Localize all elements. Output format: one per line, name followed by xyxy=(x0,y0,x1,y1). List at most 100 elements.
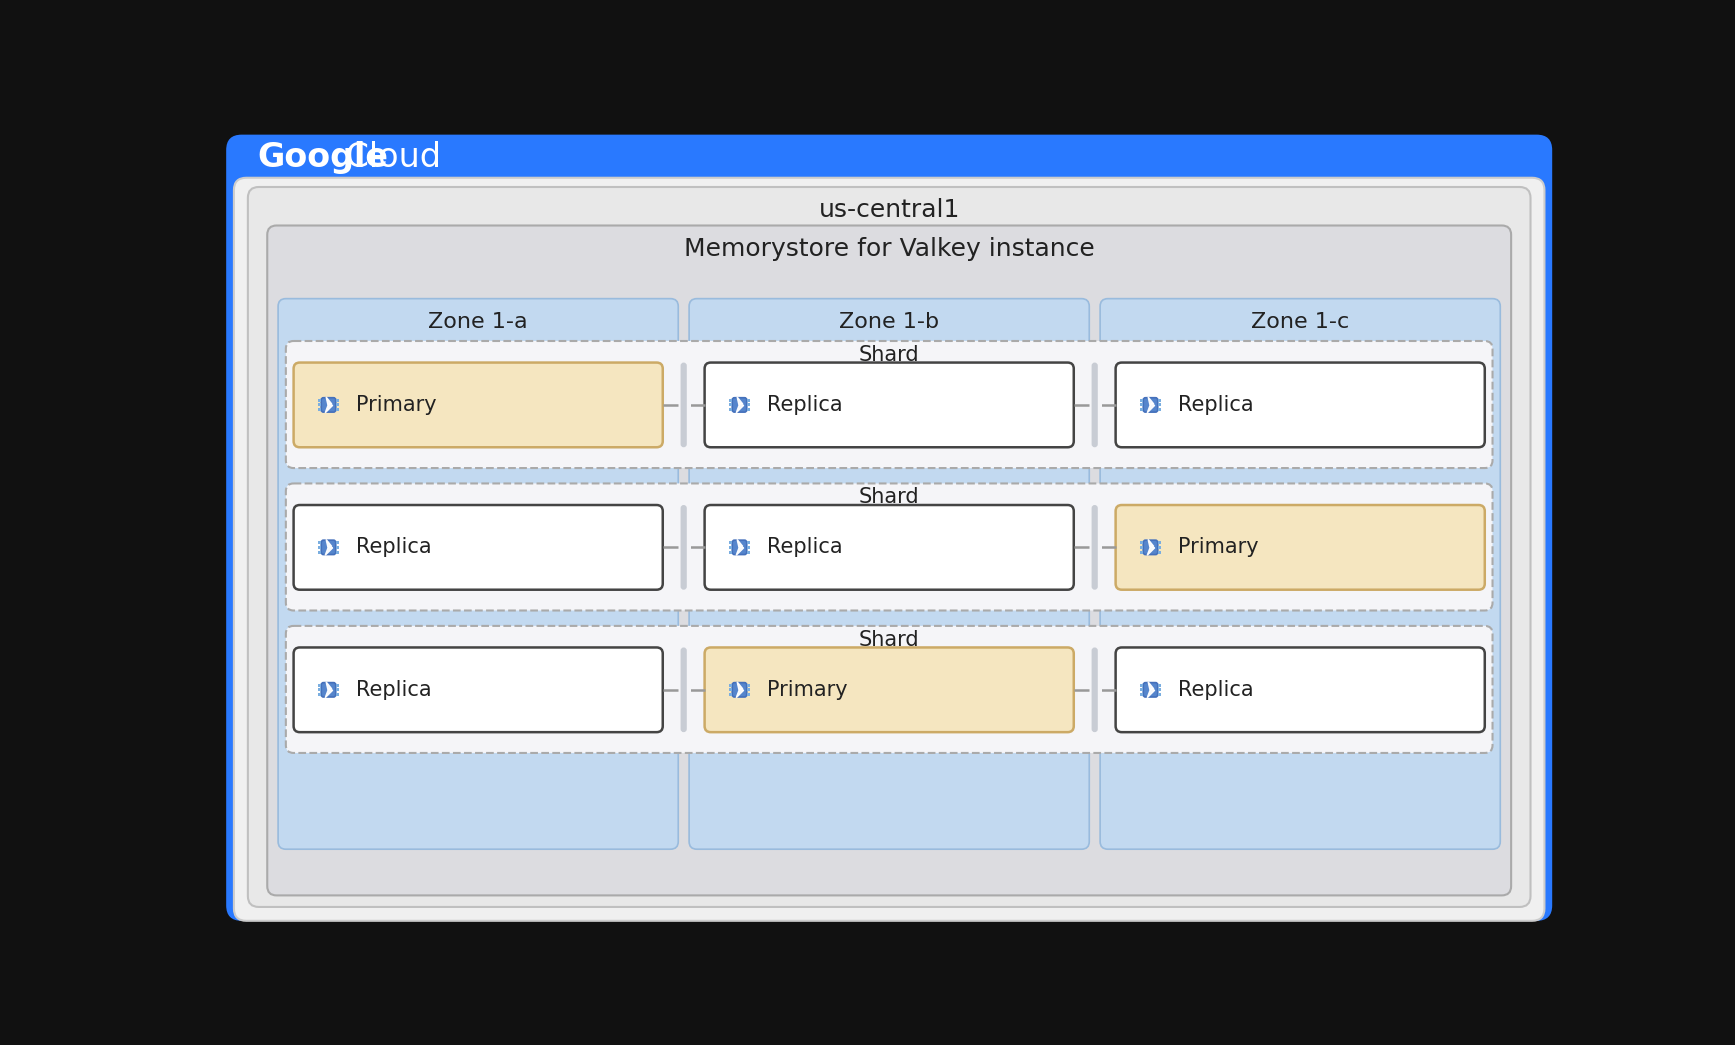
Bar xyxy=(1157,403,1161,407)
FancyBboxPatch shape xyxy=(293,648,663,733)
FancyBboxPatch shape xyxy=(278,299,678,850)
Bar xyxy=(1140,403,1143,407)
FancyBboxPatch shape xyxy=(286,341,1492,468)
Text: Shard: Shard xyxy=(859,630,920,650)
Bar xyxy=(318,409,321,411)
Bar xyxy=(1157,683,1161,687)
Bar xyxy=(1157,398,1161,401)
FancyBboxPatch shape xyxy=(1091,363,1098,447)
FancyBboxPatch shape xyxy=(1143,398,1157,412)
Bar xyxy=(335,683,338,687)
FancyBboxPatch shape xyxy=(226,135,1553,921)
Bar xyxy=(746,693,750,696)
Bar xyxy=(1140,551,1143,554)
Bar xyxy=(335,693,338,696)
FancyBboxPatch shape xyxy=(1116,363,1485,447)
FancyBboxPatch shape xyxy=(1091,648,1098,733)
Text: Zone 1-a: Zone 1-a xyxy=(429,311,527,331)
Polygon shape xyxy=(736,682,744,698)
Text: Shard: Shard xyxy=(859,487,920,507)
FancyBboxPatch shape xyxy=(293,505,663,589)
FancyBboxPatch shape xyxy=(704,648,1074,733)
FancyBboxPatch shape xyxy=(732,540,746,555)
Bar xyxy=(1157,541,1161,544)
FancyBboxPatch shape xyxy=(248,187,1530,907)
Bar xyxy=(746,683,750,687)
Polygon shape xyxy=(324,539,333,555)
Bar xyxy=(729,398,732,401)
Polygon shape xyxy=(736,397,744,413)
FancyBboxPatch shape xyxy=(680,648,687,733)
Bar xyxy=(746,403,750,407)
Bar xyxy=(335,403,338,407)
Bar xyxy=(1140,693,1143,696)
FancyBboxPatch shape xyxy=(732,398,746,412)
Text: Primary: Primary xyxy=(767,680,848,700)
Bar xyxy=(729,683,732,687)
Bar xyxy=(318,551,321,554)
Bar xyxy=(1140,398,1143,401)
FancyBboxPatch shape xyxy=(321,540,335,555)
FancyBboxPatch shape xyxy=(689,299,1090,850)
Bar xyxy=(1157,545,1161,549)
Text: Cloud: Cloud xyxy=(335,141,441,175)
Bar xyxy=(746,545,750,549)
Text: Replica: Replica xyxy=(356,680,432,700)
Text: Google: Google xyxy=(257,141,389,175)
Bar xyxy=(318,541,321,544)
Bar xyxy=(1140,545,1143,549)
Bar xyxy=(746,409,750,411)
FancyBboxPatch shape xyxy=(1143,540,1157,555)
Polygon shape xyxy=(1147,397,1156,413)
FancyBboxPatch shape xyxy=(293,363,663,447)
Bar xyxy=(729,409,732,411)
Bar xyxy=(335,551,338,554)
Text: Zone 1-c: Zone 1-c xyxy=(1251,311,1350,331)
Text: Shard: Shard xyxy=(859,345,920,365)
Text: Primary: Primary xyxy=(1178,537,1260,557)
Bar xyxy=(1157,551,1161,554)
FancyBboxPatch shape xyxy=(1116,505,1485,589)
Bar xyxy=(1140,683,1143,687)
FancyBboxPatch shape xyxy=(704,363,1074,447)
Bar xyxy=(729,403,732,407)
Bar xyxy=(1157,409,1161,411)
Text: Memorystore for Valkey instance: Memorystore for Valkey instance xyxy=(684,236,1095,260)
Bar xyxy=(335,409,338,411)
Text: Primary: Primary xyxy=(356,395,437,415)
Bar xyxy=(1140,689,1143,692)
FancyBboxPatch shape xyxy=(732,682,746,697)
Text: Replica: Replica xyxy=(767,537,843,557)
Bar xyxy=(335,398,338,401)
Bar xyxy=(746,541,750,544)
Bar xyxy=(746,689,750,692)
Bar xyxy=(1140,541,1143,544)
Bar xyxy=(729,693,732,696)
FancyBboxPatch shape xyxy=(267,226,1511,896)
FancyBboxPatch shape xyxy=(1091,505,1098,589)
FancyBboxPatch shape xyxy=(680,363,687,447)
Polygon shape xyxy=(324,682,333,698)
Polygon shape xyxy=(324,397,333,413)
Bar xyxy=(335,689,338,692)
Text: Zone 1-b: Zone 1-b xyxy=(840,311,939,331)
Bar xyxy=(318,545,321,549)
Polygon shape xyxy=(1147,539,1156,555)
FancyBboxPatch shape xyxy=(704,505,1074,589)
Polygon shape xyxy=(1147,682,1156,698)
Bar xyxy=(318,683,321,687)
Bar xyxy=(335,545,338,549)
Text: Replica: Replica xyxy=(767,395,843,415)
Bar xyxy=(729,551,732,554)
FancyBboxPatch shape xyxy=(321,682,335,697)
Bar xyxy=(318,689,321,692)
Bar xyxy=(729,545,732,549)
Text: Replica: Replica xyxy=(1178,680,1254,700)
FancyBboxPatch shape xyxy=(680,505,687,589)
FancyBboxPatch shape xyxy=(321,398,335,412)
FancyBboxPatch shape xyxy=(234,178,1544,921)
FancyBboxPatch shape xyxy=(1100,299,1501,850)
Bar xyxy=(729,541,732,544)
Bar xyxy=(318,403,321,407)
Text: Replica: Replica xyxy=(356,537,432,557)
